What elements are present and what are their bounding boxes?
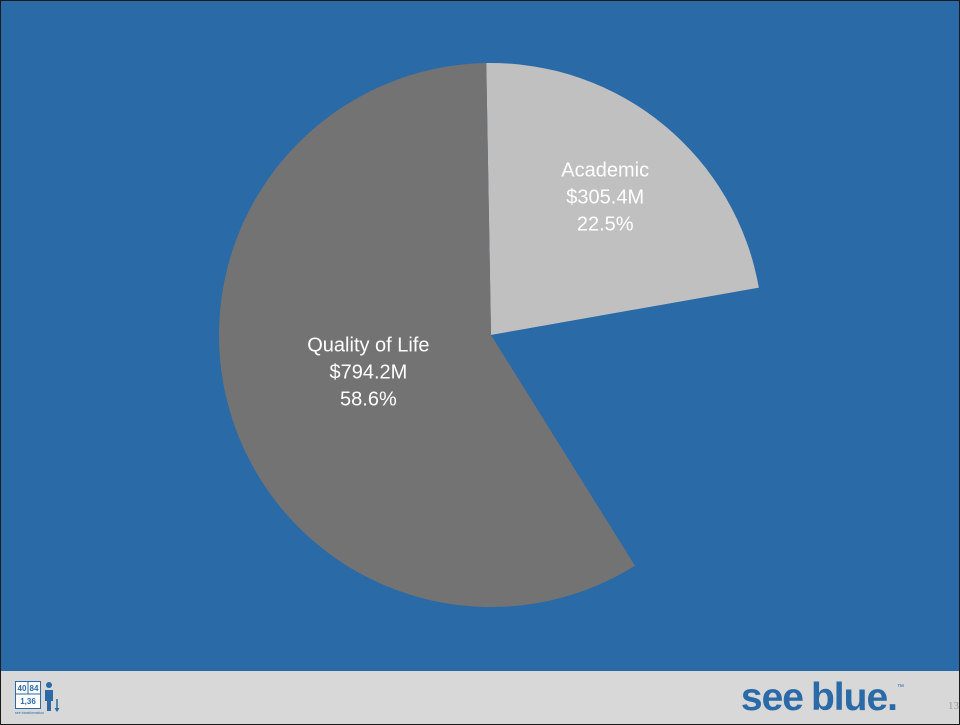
down-arrow-icon (54, 708, 60, 712)
slice-percent-academic: 22.5% (577, 213, 634, 235)
slice-label-academic: Academic (561, 159, 649, 181)
icon-number-top-left: 40 (18, 684, 27, 693)
footer-bar: 40 84 1,36 see transformation see blue.™ … (1, 671, 959, 724)
brand-trademark: ™ (897, 684, 904, 691)
transformation-logo-icon: 40 84 1,36 see transformation (15, 681, 60, 715)
pie-slice-academic (486, 63, 759, 335)
icon-number-bottom: 1,36 (20, 697, 36, 706)
slice-amount-academic: $305.4M (566, 186, 644, 208)
person-body-icon (45, 690, 53, 711)
icon-number-top-right: 84 (30, 684, 39, 693)
person-head-icon (46, 682, 52, 688)
page-number: 13 (948, 700, 959, 712)
pie-slice-blank (491, 287, 764, 566)
pie-chart: Academic $305.4M 22.5% Quality of Life $794.… (218, 63, 764, 607)
icon-tagline: see transformation (15, 711, 44, 715)
brand-blue: blue (810, 676, 888, 719)
brand-see: see (740, 676, 804, 719)
pie-slice-quality-of-life (218, 63, 635, 607)
seeblue-logo: see blue.™ (740, 676, 904, 720)
brand-dot: . (887, 676, 898, 719)
slice-percent-quality-of-life: 58.6% (340, 388, 397, 410)
slice-amount-quality-of-life: $794.2M (329, 361, 407, 383)
slice-label-quality-of-life: Quality of Life (307, 334, 429, 356)
